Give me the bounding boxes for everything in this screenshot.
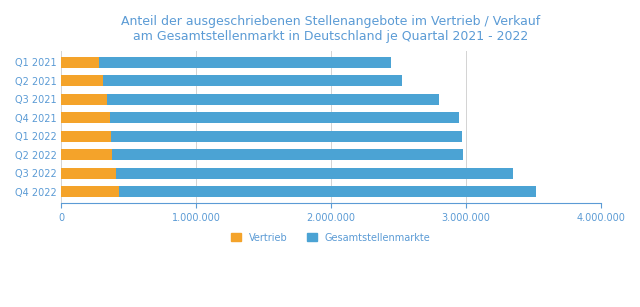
Bar — [61, 168, 116, 179]
Bar — [61, 112, 109, 123]
Bar — [61, 112, 459, 123]
Bar — [61, 186, 536, 197]
Bar — [61, 149, 463, 160]
Bar — [61, 75, 403, 86]
Legend: Vertrieb, Gesamtstellenmarkte: Vertrieb, Gesamtstellenmarkte — [227, 229, 434, 247]
Bar — [61, 131, 461, 142]
Bar — [61, 149, 112, 160]
Bar — [61, 57, 99, 68]
Bar — [61, 94, 107, 105]
Bar — [61, 94, 438, 105]
Bar — [61, 186, 119, 197]
Bar — [61, 168, 513, 179]
Title: Anteil der ausgeschriebenen Stellenangebote im Vertrieb / Verkauf
am Gesamtstell: Anteil der ausgeschriebenen Stellenangeb… — [121, 15, 540, 43]
Bar — [61, 131, 111, 142]
Bar — [61, 57, 392, 68]
Bar — [61, 75, 103, 86]
